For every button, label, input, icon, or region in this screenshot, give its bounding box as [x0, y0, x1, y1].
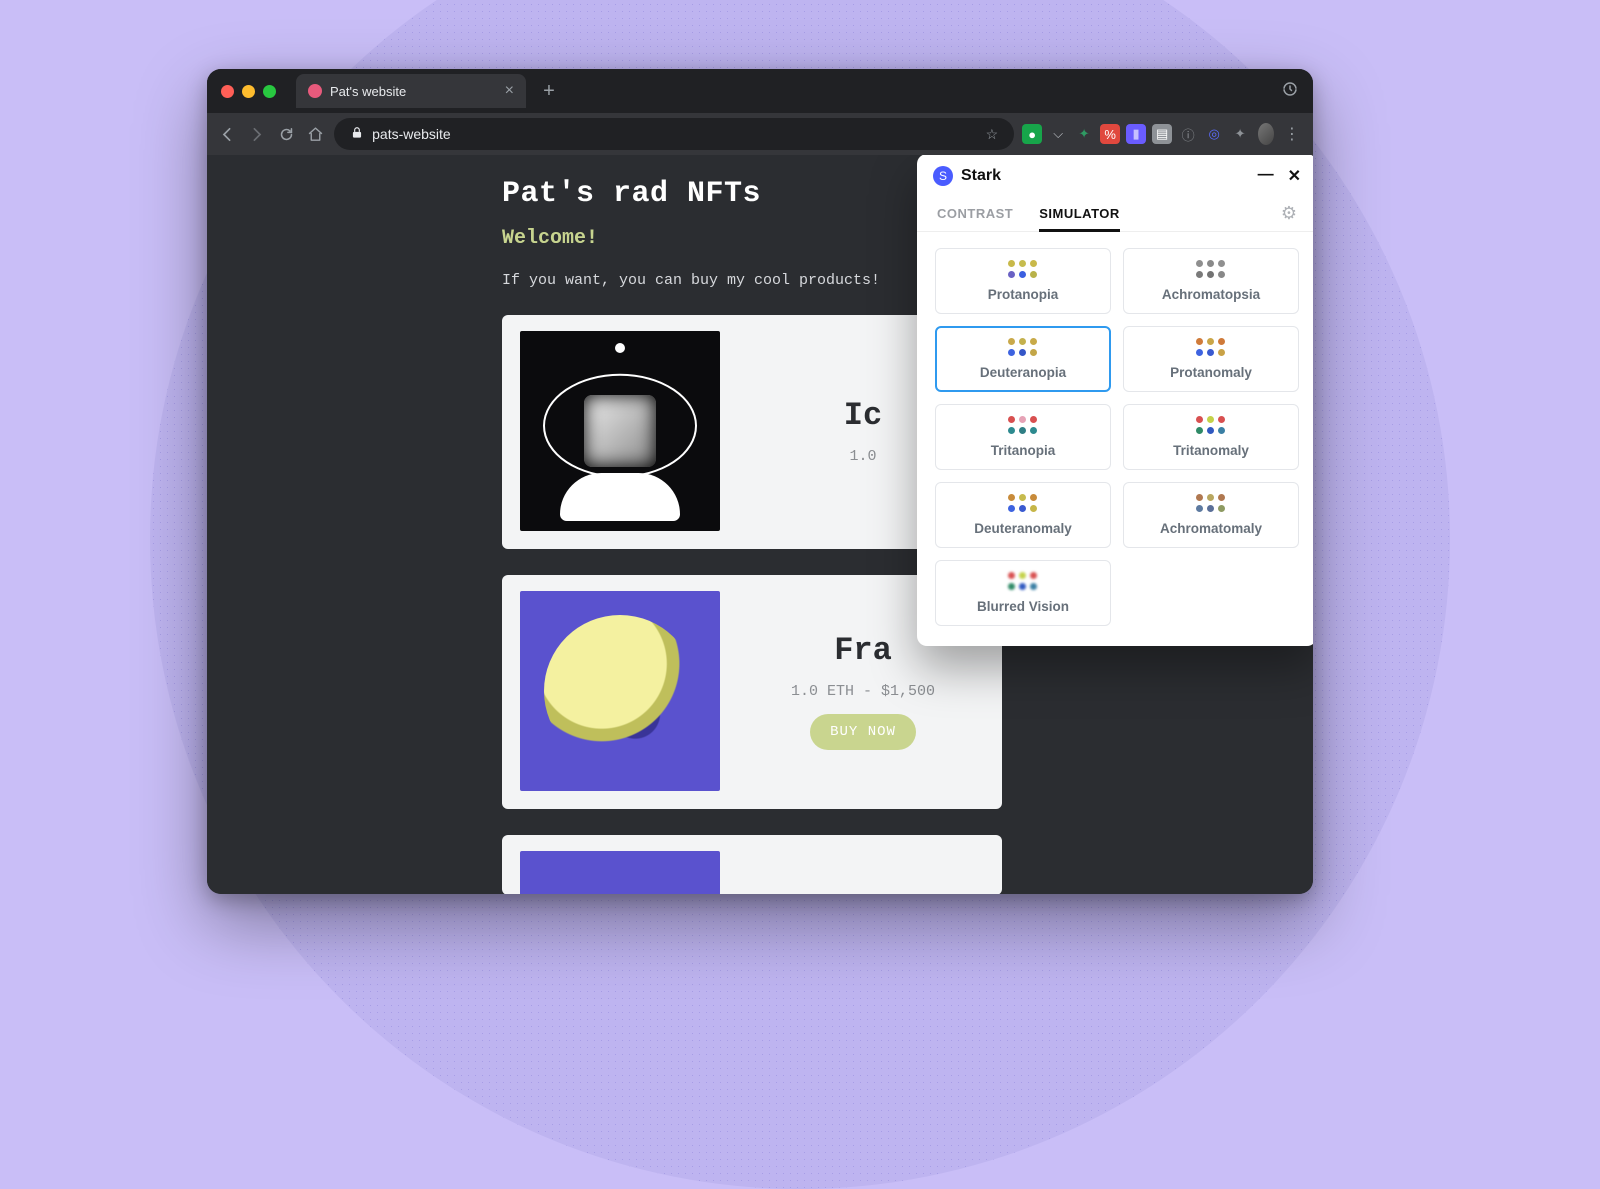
simulator-option[interactable]: Tritanomaly: [1123, 404, 1299, 470]
extension-icon[interactable]: %: [1100, 124, 1120, 144]
extension-icon[interactable]: ▤: [1152, 124, 1172, 144]
panel-title: Stark: [961, 167, 1001, 185]
extension-icon[interactable]: ✦: [1074, 124, 1094, 144]
simulator-option[interactable]: Deuteranopia: [935, 326, 1111, 392]
address-text: pats-website: [372, 126, 451, 142]
product-card: [502, 835, 1002, 894]
forward-button[interactable]: [246, 119, 267, 149]
extension-icon[interactable]: ▮: [1126, 124, 1146, 144]
option-label: Achromatomaly: [1160, 521, 1262, 536]
panel-header: S Stark — ✕: [917, 155, 1313, 196]
address-bar[interactable]: pats-website ☆: [334, 118, 1014, 150]
product-thumbnail: [520, 851, 720, 894]
browser-window: Pat's website × + pats-website ☆ ● ⌵ ✦% ▮ ▤ ⓘ…: [207, 69, 1313, 894]
bust-graphic: [560, 395, 680, 521]
buy-now-button[interactable]: BUY NOW: [810, 714, 916, 750]
option-label: Deuteranopia: [980, 365, 1066, 380]
product-title: Fra: [834, 632, 892, 669]
new-tab-button[interactable]: +: [536, 78, 562, 104]
option-label: Tritanopia: [991, 443, 1056, 458]
option-label: Achromatopsia: [1162, 287, 1260, 302]
lock-icon: [350, 126, 364, 143]
simulator-grid: Protanopia Achromatopsia Deuteranopia Prota…: [917, 232, 1313, 630]
page-viewport: Pat's rad NFTs Welcome! If you want, you…: [207, 155, 1313, 894]
simulator-option[interactable]: Blurred Vision: [935, 560, 1111, 626]
tab-simulator[interactable]: SIMULATOR: [1039, 196, 1120, 231]
close-tab-icon[interactable]: ×: [505, 82, 514, 100]
simulator-option[interactable]: Protanopia: [935, 248, 1111, 314]
product-title: Ic: [844, 397, 882, 434]
tab-contrast[interactable]: CONTRAST: [937, 196, 1013, 231]
product-thumbnail: [520, 591, 720, 791]
reload-button[interactable]: [276, 119, 297, 149]
simulator-option[interactable]: Tritanopia: [935, 404, 1111, 470]
home-button[interactable]: [305, 119, 326, 149]
extension-icon[interactable]: ⌵: [1048, 124, 1068, 144]
back-button[interactable]: [217, 119, 238, 149]
simulator-option[interactable]: Achromatopsia: [1123, 248, 1299, 314]
simulator-option[interactable]: Achromatomaly: [1123, 482, 1299, 548]
bookmark-star-icon[interactable]: ☆: [986, 126, 999, 143]
browser-tab[interactable]: Pat's website ×: [296, 74, 526, 108]
product-price: 1.0 ETH - $1,500: [791, 683, 935, 700]
tab-title: Pat's website: [330, 84, 406, 99]
extension-icon[interactable]: ●: [1022, 124, 1042, 144]
stark-panel: S Stark — ✕ CONTRAST SIMULATOR ⚙ Protano…: [917, 155, 1313, 646]
extension-icon[interactable]: ✦: [1230, 124, 1250, 144]
settings-gear-icon[interactable]: ⚙: [1281, 203, 1297, 224]
option-label: Deuteranomaly: [974, 521, 1072, 536]
option-label: Blurred Vision: [977, 599, 1069, 614]
tab-favicon: [308, 84, 322, 98]
product-thumbnail: [520, 331, 720, 531]
close-icon[interactable]: ✕: [1288, 166, 1301, 186]
extension-icon[interactable]: ⓘ: [1178, 124, 1198, 144]
minimize-icon[interactable]: —: [1258, 166, 1274, 186]
profile-avatar[interactable]: [1258, 123, 1274, 145]
extension-icon[interactable]: ◎: [1204, 124, 1224, 144]
browser-toolbar: pats-website ☆ ● ⌵ ✦% ▮ ▤ ⓘ ◎ ✦ ⋮: [207, 113, 1313, 155]
option-label: Tritanomaly: [1173, 443, 1249, 458]
panel-tabs: CONTRAST SIMULATOR ⚙: [917, 196, 1313, 232]
browser-tab-strip: Pat's website × +: [207, 69, 1313, 113]
extensions-tray: ● ⌵ ✦% ▮ ▤ ⓘ ◎ ✦: [1022, 124, 1250, 144]
stark-logo-icon: S: [933, 166, 953, 186]
browser-menu-icon[interactable]: ⋮: [1282, 119, 1303, 149]
simulator-option[interactable]: Deuteranomaly: [935, 482, 1111, 548]
simulator-option[interactable]: Protanomaly: [1123, 326, 1299, 392]
option-label: Protanopia: [988, 287, 1059, 302]
product-price: 1.0: [849, 448, 876, 465]
window-traffic-lights[interactable]: [221, 85, 276, 98]
tab-overflow-icon[interactable]: [1281, 80, 1299, 103]
option-label: Protanomaly: [1170, 365, 1252, 380]
